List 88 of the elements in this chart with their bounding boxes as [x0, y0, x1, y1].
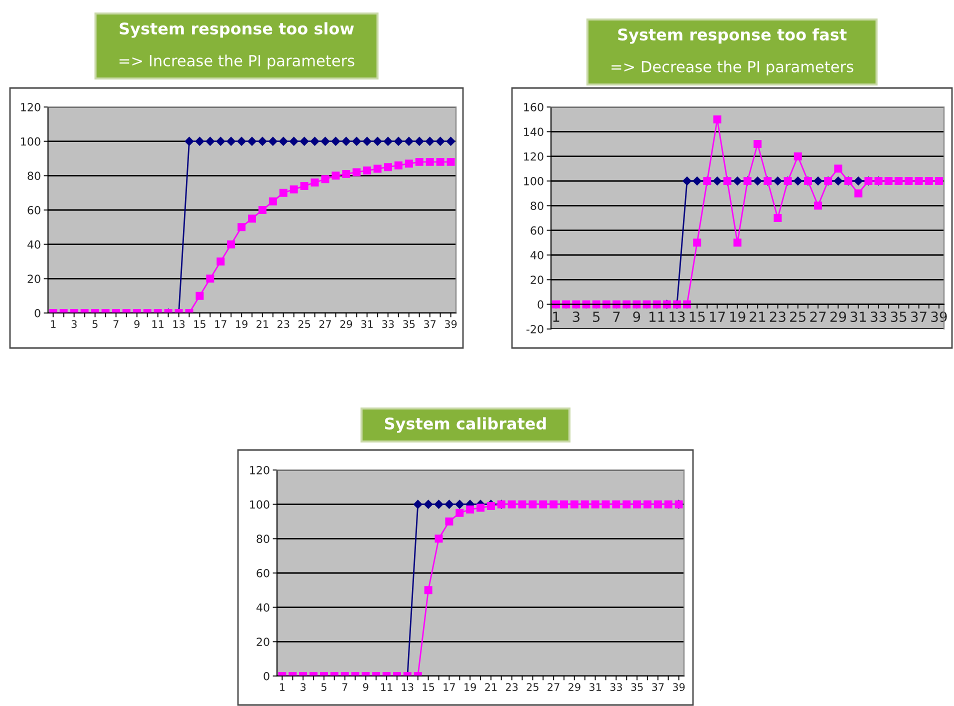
- x-tick-label: 25: [298, 320, 310, 328]
- x-tick-label: 33: [382, 320, 394, 328]
- x-tick-label: 5: [92, 320, 98, 328]
- y-tick-label: 20: [28, 274, 40, 284]
- x-tick-label: 9: [633, 312, 640, 322]
- x-tick-label: 7: [342, 683, 348, 691]
- y-tick-label: 40: [27, 240, 40, 249]
- y-tick-label: -20: [526, 324, 544, 334]
- x-tick-label: 23: [770, 312, 786, 322]
- x-tick-label: 13: [670, 312, 685, 322]
- x-tick-label: 17: [444, 683, 455, 691]
- y-tick-label: 80: [256, 534, 270, 544]
- y-tick-label: 60: [28, 206, 40, 214]
- y-tick-label: 100: [524, 176, 544, 186]
- x-tick-label: 29: [568, 683, 580, 692]
- x-tick-label: 27: [810, 312, 826, 322]
- x-tick-label: 29: [340, 320, 352, 328]
- y-tick-label: 40: [530, 250, 544, 260]
- y-tick-label: 60: [256, 568, 270, 578]
- x-tick-label: 39: [672, 683, 685, 692]
- x-tick-label: 37: [911, 312, 926, 322]
- x-tick-label: 19: [464, 683, 476, 692]
- y-tick-label: 40: [256, 603, 270, 612]
- x-tick-label: 33: [610, 683, 622, 692]
- x-tick-label: 29: [830, 312, 846, 322]
- x-tick-label: 1: [553, 312, 560, 322]
- x-tick-label: 7: [613, 312, 620, 322]
- x-tick-label: 19: [236, 320, 248, 328]
- x-tick-label: 1: [280, 683, 285, 691]
- x-tick-label: 31: [361, 320, 373, 328]
- y-tick-label: 20: [256, 638, 270, 646]
- x-tick-label: 17: [215, 320, 226, 328]
- x-tick-label: 21: [750, 312, 766, 322]
- y-tick-label: 100: [21, 137, 40, 146]
- y-tick-label: 160: [524, 102, 544, 112]
- chart-title: System calibrated: [385, 417, 546, 433]
- x-tick-label: 37: [424, 320, 436, 328]
- x-tick-label: 9: [134, 320, 140, 328]
- y-tick-label: 60: [530, 226, 544, 235]
- x-tick-label: 11: [152, 320, 164, 328]
- x-tick-label: 23: [278, 320, 290, 328]
- x-tick-label: 25: [790, 312, 806, 322]
- x-tick-label: 5: [593, 312, 600, 322]
- x-tick-label: 33: [870, 312, 886, 322]
- chart-subtitle: => Increase the PI parameters: [120, 54, 354, 70]
- x-tick-label: 27: [548, 683, 560, 691]
- x-tick-label: 31: [589, 683, 601, 692]
- x-tick-label: 35: [631, 683, 643, 692]
- y-tick-label: 80: [530, 202, 544, 210]
- x-tick-label: 17: [710, 312, 725, 322]
- chart-title: System response too slow: [120, 22, 354, 38]
- x-tick-label: 37: [652, 683, 664, 692]
- x-tick-label: 35: [890, 312, 906, 322]
- x-tick-label: 15: [690, 312, 705, 322]
- chart-subtitle: => Decrease the PI parameters: [612, 60, 854, 76]
- y-tick-label: 0: [34, 308, 40, 318]
- x-tick-label: 23: [506, 683, 518, 692]
- y-tick-label: 120: [250, 466, 270, 474]
- y-tick-label: 20: [530, 276, 544, 284]
- y-tick-label: 120: [21, 102, 40, 112]
- y-tick-label: 100: [250, 500, 270, 509]
- x-tick-label: 15: [194, 320, 206, 328]
- x-tick-label: 9: [363, 683, 368, 692]
- x-tick-label: 35: [403, 320, 415, 328]
- x-tick-label: 19: [730, 312, 746, 322]
- x-tick-label: 3: [572, 312, 580, 322]
- x-tick-label: 3: [300, 683, 306, 692]
- x-tick-label: 39: [444, 320, 457, 328]
- x-tick-label: 31: [850, 312, 866, 322]
- x-tick-label: 11: [381, 683, 392, 691]
- x-tick-label: 13: [402, 683, 414, 692]
- y-tick-label: 80: [28, 172, 40, 180]
- x-tick-label: 3: [72, 320, 77, 328]
- x-tick-label: 13: [173, 320, 185, 328]
- chart-title: System response too fast: [618, 28, 847, 44]
- x-tick-label: 7: [114, 320, 118, 328]
- x-tick-label: 27: [319, 320, 331, 328]
- x-tick-label: 21: [256, 320, 268, 328]
- y-tick-label: 140: [524, 128, 544, 136]
- x-tick-label: 5: [321, 683, 326, 692]
- x-tick-label: 21: [485, 683, 497, 691]
- y-tick-label: 120: [524, 152, 544, 161]
- y-tick-label: 0: [538, 300, 544, 309]
- x-tick-label: 15: [422, 683, 434, 692]
- x-tick-label: 25: [526, 683, 538, 692]
- x-tick-label: 11: [649, 312, 664, 322]
- y-tick-label: 0: [264, 672, 270, 680]
- x-tick-label: 1: [51, 320, 56, 328]
